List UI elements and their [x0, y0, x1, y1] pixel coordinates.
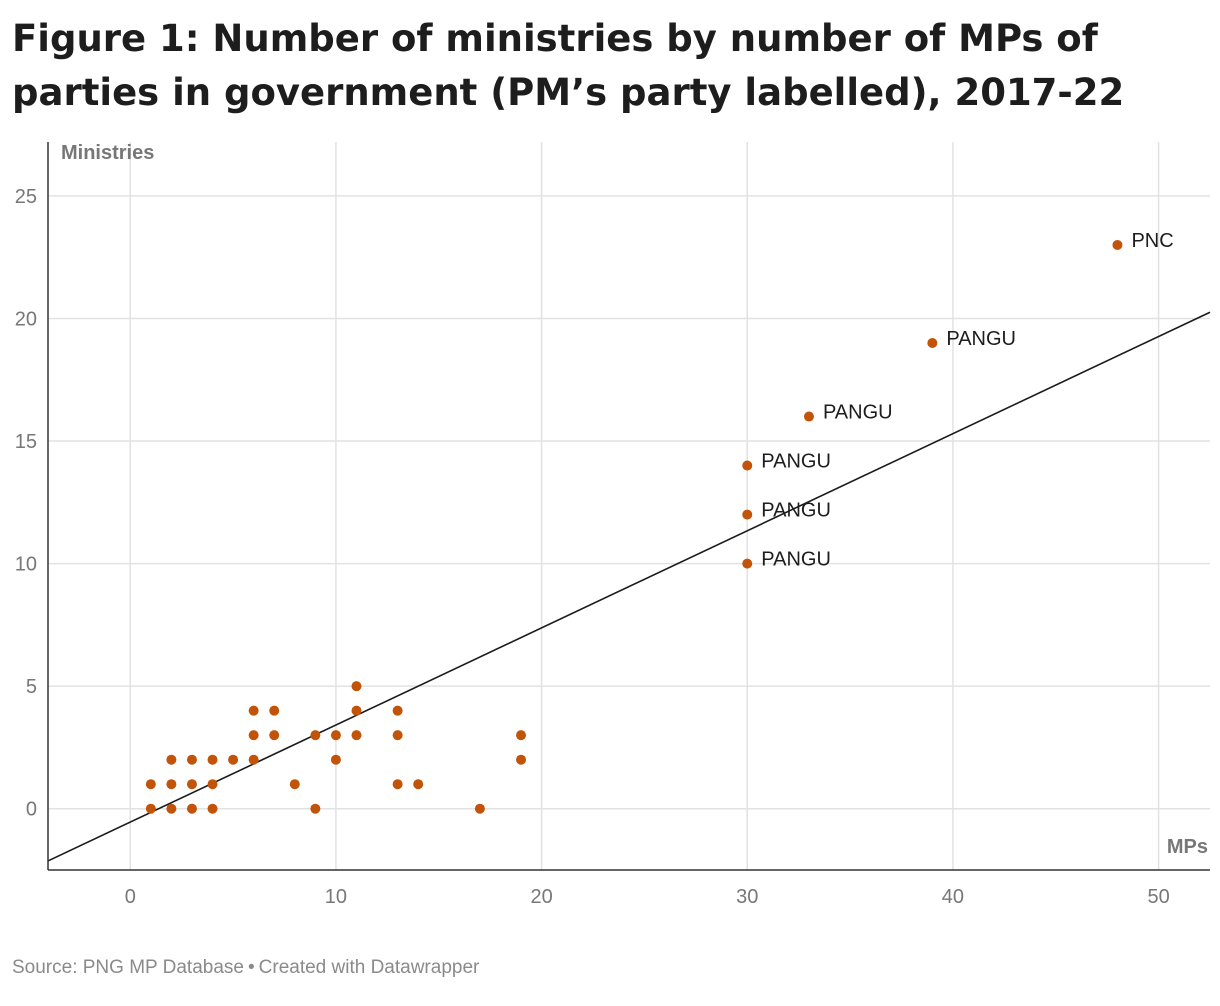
- point-labels: PANGU PANGU PANGU PANGU PANGU PNC: [761, 230, 1173, 571]
- data-point: [392, 779, 403, 790]
- data-point: [186, 779, 197, 790]
- data-point: [310, 803, 321, 814]
- x-tick-label: 40: [942, 886, 964, 908]
- x-tick-label: 50: [1147, 886, 1169, 908]
- point-label: PANGU: [761, 500, 831, 522]
- data-point: [145, 803, 156, 814]
- data-point: [186, 754, 197, 765]
- chart-title: Figure 1: Number of ministries by number…: [12, 17, 1125, 114]
- credit-text: Created with Datawrapper: [258, 957, 480, 978]
- data-point: [742, 509, 753, 520]
- y-tick-label: 25: [15, 186, 37, 208]
- data-point: [269, 730, 280, 741]
- y-tick-label: 0: [26, 799, 37, 821]
- data-point: [1112, 239, 1123, 250]
- y-axis-title: Ministries: [61, 142, 154, 164]
- x-tick-label: 0: [125, 886, 136, 908]
- grid-lines: [48, 142, 1210, 870]
- data-point: [803, 411, 814, 422]
- source-note: Source: PNG MP Database • Created with Dat…: [12, 957, 479, 979]
- data-point: [310, 730, 321, 741]
- data-point: [145, 779, 156, 790]
- data-point: [166, 803, 177, 814]
- data-point: [392, 730, 403, 741]
- data-point: [207, 754, 218, 765]
- data-point: [207, 803, 218, 814]
- point-label: PANGU: [761, 549, 831, 571]
- data-point: [269, 705, 280, 716]
- y-tick-label: 20: [15, 308, 37, 330]
- data-point: [351, 681, 362, 692]
- y-tick-label: 10: [15, 554, 37, 576]
- data-point: [351, 730, 362, 741]
- data-point: [207, 779, 218, 790]
- axes: 0 10 20 30 40 50 0 5 10 15 20 25 Ministries MPs: [15, 142, 1210, 908]
- data-point: [166, 779, 177, 790]
- data-point: [228, 754, 239, 765]
- separator: •: [247, 957, 255, 978]
- data-point: [742, 460, 753, 471]
- data-point: [516, 754, 527, 765]
- x-axis-title: MPs: [1167, 836, 1208, 858]
- y-tick-label: 5: [26, 676, 37, 698]
- data-points: [145, 239, 1123, 814]
- data-point: [330, 754, 341, 765]
- x-tick-label: 20: [530, 886, 552, 908]
- point-label: PANGU: [946, 328, 1016, 350]
- point-label: PANGU: [761, 451, 831, 473]
- data-point: [330, 730, 341, 741]
- source-text: Source: PNG MP Database: [12, 957, 244, 978]
- data-point: [351, 705, 362, 716]
- data-point: [166, 754, 177, 765]
- data-point: [413, 779, 424, 790]
- data-point: [248, 754, 259, 765]
- data-point: [474, 803, 485, 814]
- data-point: [516, 730, 527, 741]
- data-point: [186, 803, 197, 814]
- data-point: [289, 779, 300, 790]
- x-tick-label: 10: [325, 886, 347, 908]
- data-point: [248, 730, 259, 741]
- trendline: [47, 311, 1211, 862]
- data-point: [927, 337, 938, 348]
- y-tick-label: 15: [15, 431, 37, 453]
- trendline-layer: [47, 311, 1211, 862]
- point-label: PANGU: [823, 402, 893, 424]
- point-label: PNC: [1131, 230, 1173, 252]
- data-point: [742, 558, 753, 569]
- data-point: [248, 705, 259, 716]
- x-tick-label: 30: [736, 886, 758, 908]
- data-point: [392, 705, 403, 716]
